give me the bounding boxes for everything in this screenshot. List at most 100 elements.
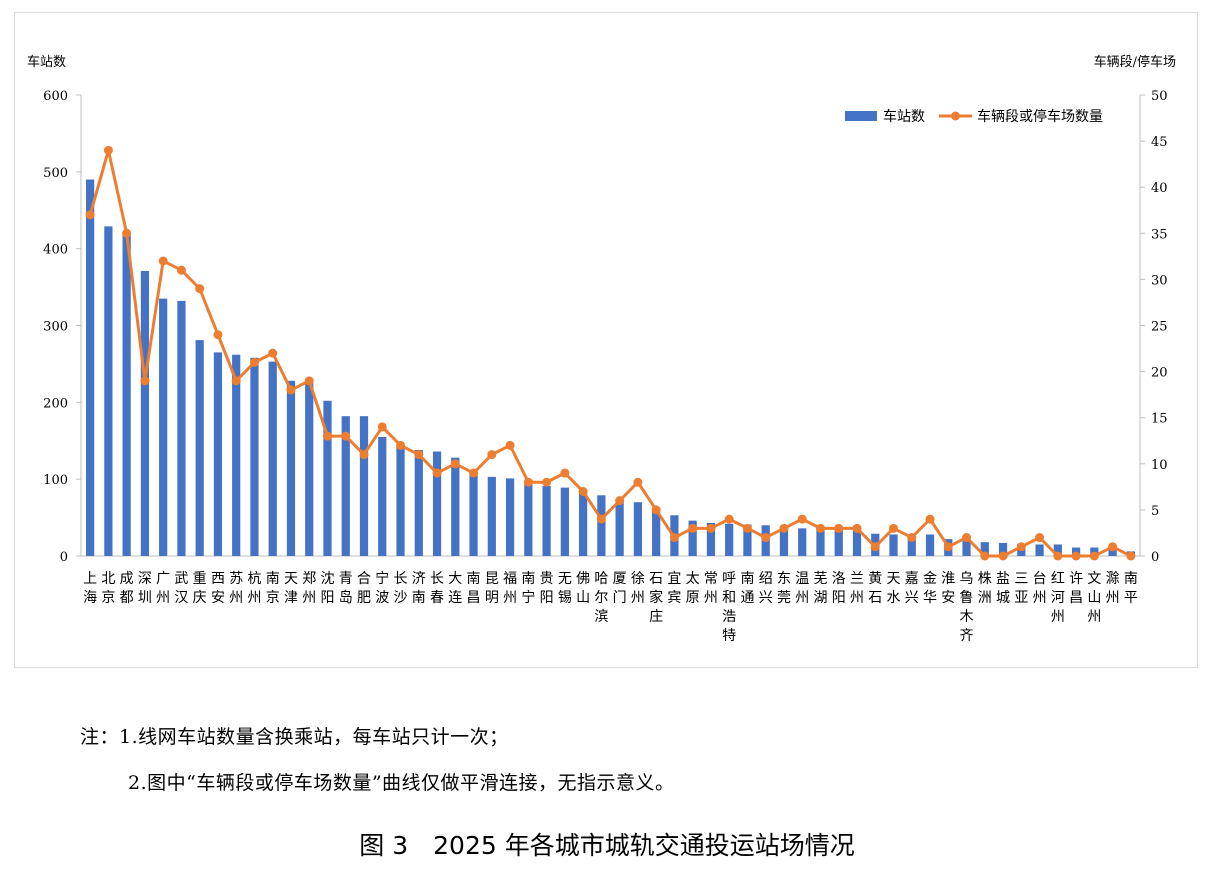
y-left-tick-label: 600 [43, 89, 68, 104]
bar-乌鲁木齐 [962, 539, 971, 556]
x-tick-label-天水: 天水 [887, 571, 901, 606]
y-left-tick-label: 400 [43, 243, 68, 258]
bar-天水 [889, 534, 898, 556]
line-point-大连 [450, 459, 460, 469]
line-point-盐城 [998, 551, 1008, 561]
line-point-洛阳 [834, 523, 844, 533]
bar-石家庄 [652, 511, 661, 556]
line-point-南平 [1126, 551, 1136, 561]
line-point-嘉兴 [907, 533, 917, 543]
x-tick-label-广州: 广州 [156, 571, 170, 606]
x-tick-label-上海: 上海 [83, 571, 97, 606]
x-tick-label-芜湖: 芜湖 [813, 570, 827, 606]
line-point-苏州 [231, 376, 241, 386]
bar-无锡 [560, 487, 569, 556]
line-point-三亚 [1016, 542, 1026, 552]
line-point-无锡 [560, 468, 570, 478]
bar-盐城 [998, 542, 1008, 556]
bar-嘉兴 [907, 534, 916, 556]
line-point-重庆 [195, 284, 205, 294]
bar-呼和浩特 [725, 523, 734, 556]
bar-昆明 [487, 476, 496, 556]
line-point-太原 [688, 523, 698, 533]
bar-南宁 [524, 484, 533, 556]
line-point-淮安 [943, 542, 953, 552]
x-tick-label-太原: 太原 [686, 571, 700, 606]
bar-青岛 [341, 416, 350, 556]
bar-滁州 [1108, 548, 1117, 556]
x-tick-label-乌鲁木齐: 乌鲁木齐 [960, 571, 974, 644]
line-point-宁波 [377, 422, 387, 432]
x-tick-label-宜宾: 宜宾 [667, 571, 681, 606]
line-point-北京 [103, 145, 113, 155]
bar-成都 [122, 234, 131, 556]
line-point-徐州 [633, 477, 643, 487]
y-right-tick-label: 15 [1151, 412, 1168, 427]
line-point-郑州 [304, 376, 314, 386]
figure-caption: 图 3 2025 年各城市城轨交通投运站场情况 [359, 831, 855, 860]
line-point-金华 [925, 514, 935, 524]
y-right-tick-label: 30 [1151, 273, 1168, 288]
x-tick-label-济南: 济南 [412, 571, 426, 606]
bar-合肥 [359, 416, 369, 556]
x-tick-label-盐城: 盐城 [996, 571, 1010, 606]
line-point-常州 [706, 523, 716, 533]
y-right-tick-label: 45 [1151, 135, 1168, 150]
y-left-axis-title: 车站数 [27, 54, 66, 70]
line-point-昆明 [487, 450, 497, 460]
line-point-深圳 [140, 376, 150, 386]
x-tick-label-合肥: 合肥 [357, 571, 371, 606]
legend-swatch-bar [845, 111, 877, 121]
line-point-南京 [268, 348, 278, 358]
line-point-福州 [505, 440, 515, 450]
line-point-绍兴 [761, 533, 771, 543]
x-tick-label-郑州: 郑州 [302, 571, 316, 606]
x-tick-label-南昌: 南昌 [467, 571, 481, 606]
line-point-长春 [432, 468, 442, 478]
bar-温州 [798, 528, 807, 556]
line-point-哈尔滨 [596, 514, 606, 524]
line-point-温州 [797, 514, 807, 524]
x-tick-label-青岛: 青岛 [339, 571, 353, 606]
line-series-path [88, 148, 1132, 558]
bar-济南 [414, 449, 423, 556]
x-tick-label-淮安: 淮安 [941, 571, 955, 606]
y-left-tick-label: 300 [43, 320, 68, 335]
x-tick-label-厦门: 厦门 [613, 571, 627, 606]
bar-东莞 [779, 526, 789, 556]
line-point-呼和浩特 [724, 514, 734, 524]
bar-兰州 [852, 530, 862, 556]
line-point-红河州 [1053, 551, 1063, 561]
line-point-天津 [286, 385, 296, 395]
line-point-宜宾 [669, 533, 679, 543]
x-tick-label-南平: 南平 [1124, 571, 1138, 606]
x-tick-label-呼和浩特: 呼和浩特 [722, 571, 736, 644]
x-tick-label-北京: 北京 [101, 571, 115, 606]
y-left-tick-label: 0 [60, 550, 68, 565]
note-line-1: 注：1.线网车站数量含换乘站，每车站只计一次； [80, 726, 509, 748]
x-tick-label-宁波: 宁波 [375, 570, 389, 606]
x-tick-label-台州: 台州 [1033, 571, 1047, 606]
y-right-tick-label: 5 [1151, 504, 1159, 519]
x-tick-label-昆明: 昆明 [485, 571, 499, 606]
legend-label-bar: 车站数 [883, 108, 925, 125]
line-point-东莞 [779, 523, 789, 533]
bar-哈尔滨 [597, 495, 606, 556]
bar-杭州 [250, 357, 259, 556]
line-point-南宁 [523, 477, 533, 487]
line-point-天水 [889, 523, 899, 533]
bar-台州 [1035, 544, 1044, 556]
line-point-石家庄 [651, 505, 661, 515]
bar-太原 [688, 520, 697, 556]
x-tick-label-天津: 天津 [284, 571, 298, 606]
x-tick-label-文山州: 文山州 [1087, 571, 1101, 625]
line-point-厦门 [615, 496, 625, 506]
x-tick-label-株洲: 株洲 [978, 571, 992, 606]
y-right-tick-label: 20 [1151, 366, 1168, 381]
line-point-成都 [122, 228, 132, 238]
line-point-台州 [1035, 533, 1045, 543]
bar-洛阳 [834, 529, 843, 556]
x-tick-label-洛阳: 洛阳 [832, 571, 846, 606]
chart-svg: 车站数 车辆段/停车场 0 100 200 300 400 500 600 0 5 10 15 20 25 3… [27, 54, 1176, 644]
x-tick-label-三亚: 三亚 [1014, 571, 1028, 606]
